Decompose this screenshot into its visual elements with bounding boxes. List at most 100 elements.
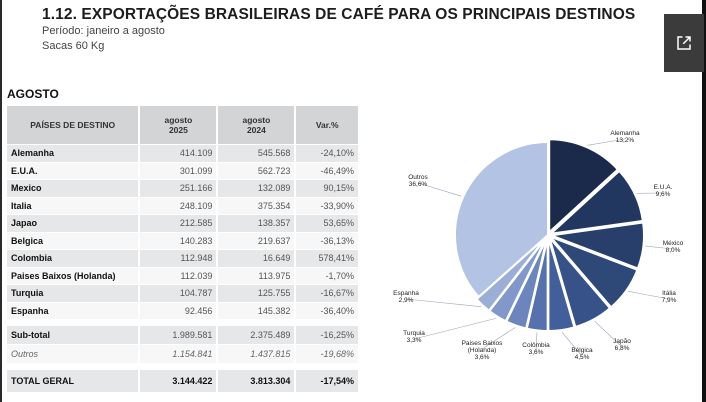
variation-cell: -33,90% (296, 197, 358, 214)
header-2025: agosto 2025 (140, 106, 219, 144)
outros-row-label: Outros (7, 345, 141, 363)
pie-percent-label: 13,2% (616, 137, 635, 144)
pie-label: Itália (662, 290, 676, 297)
total-row-label: TOTAL GERAL (7, 370, 141, 392)
value-2024-cell: 132.089 (218, 180, 297, 197)
section-label: AGOSTO (7, 87, 59, 101)
variation-cell: 90,15% (296, 180, 358, 197)
country-cell: Alemanha (7, 145, 141, 162)
value-2025-cell: 140.283 (140, 232, 219, 249)
variation-cell: -24,10% (296, 145, 358, 162)
pie-percent-label: 7,9% (662, 297, 677, 304)
variation-cell: 53,65% (296, 215, 358, 232)
value-2025-cell: 251.166 (140, 180, 219, 197)
table-row: Paises Baixos (Holanda) 112.039 113.975 -1,… (7, 267, 358, 284)
country-cell: Paises Baixos (Holanda) (7, 267, 141, 284)
pie-label: Paises Baixos (462, 340, 504, 347)
spacer-cell (7, 364, 358, 369)
value-2024-cell: 16.649 (218, 250, 297, 267)
pie-label: Outros (408, 174, 428, 181)
value-2025-cell: 212.585 (140, 215, 219, 232)
exports-table: PAÍSES DE DESTINO agosto 2025 agosto 202… (7, 105, 358, 393)
pie-label: Japão (613, 338, 631, 345)
page-title: 1.12. EXPORTAÇÕES BRASILEIRAS DE CAFÉ PA… (42, 6, 636, 23)
variation-cell: 578,41% (296, 250, 358, 267)
unit-text: Sacas 60 Kg (42, 39, 105, 52)
left-edge-bar (0, 0, 2, 402)
table-row: Espanha 92.456 145.382 -36,40% (7, 302, 358, 319)
pie-slice-outros (454, 140, 549, 299)
value-2024-cell: 145.382 (218, 302, 297, 319)
pie-slice-espanha (475, 236, 547, 313)
pie-leader-line (645, 245, 674, 250)
value-2024-cell: 125.755 (218, 285, 297, 302)
pie-percent-label: 36,6% (409, 181, 428, 188)
outros-row-var: -19,68% (296, 345, 358, 363)
table-row: Japao 212.585 138.357 53,65% (7, 215, 358, 232)
table-row: Italia 248.109 375.354 -33,90% (7, 197, 358, 214)
table-spacer (7, 320, 358, 325)
header-2024-month: agosto (242, 115, 271, 125)
pie-label: Espanha (393, 290, 419, 297)
table-header-row: PAÍSES DE DESTINO agosto 2025 agosto 202… (7, 106, 358, 144)
table-row: E.U.A. 301.099 562.723 -46,49% (7, 162, 358, 179)
pie-leader-line (594, 320, 623, 348)
subtotal-row-2025: 1.989.581 (140, 326, 219, 344)
variation-cell: -46,49% (296, 162, 358, 179)
pie-slice-it-lia (549, 235, 639, 309)
period-text: Período: janeiro a agosto (42, 25, 165, 37)
value-2024-cell: 562.723 (218, 162, 297, 179)
pie-label: Alemanha (610, 130, 640, 137)
pie-leader-line (417, 182, 462, 197)
value-2025-cell: 92.456 (140, 302, 219, 319)
expand-button[interactable] (664, 14, 704, 72)
pie-label: México (663, 240, 684, 247)
value-2025-cell: 112.948 (140, 250, 219, 267)
pie-percent-label: 2,9% (399, 297, 414, 304)
spacer-cell (7, 320, 358, 325)
value-2025-cell: 112.039 (140, 267, 219, 284)
pie-slice-jap-o (548, 236, 612, 329)
pie-percent-label: 4,5% (575, 354, 590, 361)
outros-row-2025: 1.154.841 (140, 345, 219, 363)
country-cell: Espanha (7, 302, 141, 319)
header-var: Var.% (296, 106, 358, 144)
header-2024-year: 2024 (246, 125, 266, 135)
value-2024-cell: 113.975 (218, 267, 297, 284)
pie-leader-line (481, 327, 516, 350)
pie-slice-m-xico (550, 221, 645, 270)
pie-leader-line (405, 298, 482, 307)
table-row: Colombia 112.948 16.649 578,41% (7, 250, 358, 267)
outros-row-2024: 1.437.815 (218, 345, 297, 363)
table-row: Mexico 251.166 132.089 90,15% (7, 180, 358, 197)
outros-row: Outros 1.154.841 1.437.815 -19,68% (7, 345, 358, 363)
total-row-var: -17,54% (296, 370, 358, 392)
pie-slice-alemanha (548, 138, 620, 235)
subtitle: Período: janeiro a agosto Sacas 60 Kg (42, 24, 165, 53)
variation-cell: -16,67% (296, 285, 358, 302)
total-row-2025: 3.144.422 (140, 370, 219, 392)
country-cell: Colombia (7, 250, 141, 267)
pie-label: E.U.A. (654, 184, 673, 191)
country-cell: Japao (7, 215, 141, 232)
pie-leader-line (587, 138, 626, 146)
pie-percent-label: 8,0% (666, 247, 681, 254)
header-country: PAÍSES DE DESTINO (7, 106, 141, 144)
variation-cell: -36,13% (296, 232, 358, 249)
right-edge-bar (702, 0, 706, 402)
subtotal-row-2024: 2.375.489 (218, 326, 297, 344)
table-row: Alemanha 414.109 545.568 -24,10% (7, 145, 358, 162)
pie-leader-line (628, 291, 670, 300)
pie-label: (Holanda) (468, 347, 497, 354)
pie-percent-label: 3,3% (407, 337, 422, 344)
table-row: Turquia 104.787 125.755 -16,67% (7, 285, 358, 302)
country-cell: Italia (7, 197, 141, 214)
pie-leader-line (561, 331, 583, 357)
country-cell: Turquia (7, 285, 141, 302)
header-2024: agosto 2024 (218, 106, 297, 144)
value-2025-cell: 414.109 (140, 145, 219, 162)
value-2024-cell: 545.568 (218, 145, 297, 162)
table-spacer (7, 364, 358, 369)
pie-label: Colômbia (522, 342, 550, 349)
